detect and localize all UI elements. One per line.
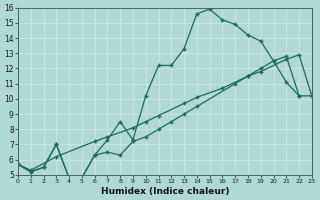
X-axis label: Humidex (Indice chaleur): Humidex (Indice chaleur) (101, 187, 229, 196)
